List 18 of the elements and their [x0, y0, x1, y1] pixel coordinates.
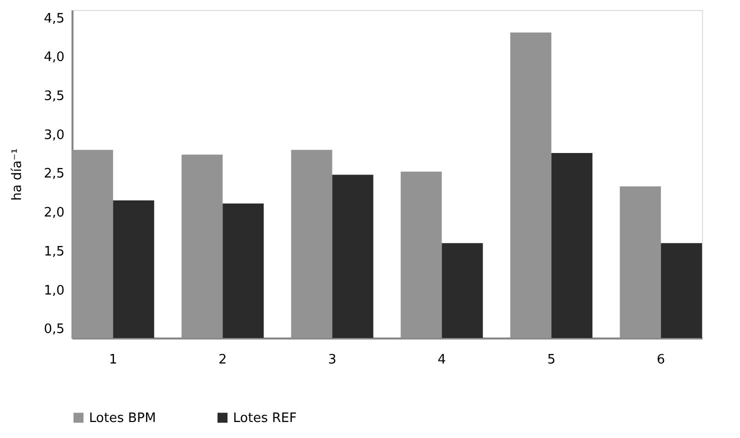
- x-tick-label: 6: [656, 352, 666, 368]
- x-tick-label: 4: [438, 352, 446, 368]
- y-tick-label: 4,0: [44, 50, 64, 66]
- y-tick-label: 2,0: [44, 206, 64, 221]
- y-tick-label: 2,5: [44, 166, 64, 182]
- legend-label: Lotes REF: [233, 410, 297, 426]
- x-tick-label: 1: [108, 352, 118, 368]
- y-tick-label: 1,0: [44, 283, 64, 298]
- y-tick-label: 1,5: [44, 244, 64, 260]
- x-tick-label: 2: [218, 352, 227, 368]
- x-tick-label: 3: [328, 352, 336, 368]
- legend-label: Lotes BPM: [89, 410, 156, 426]
- x-tick-label: 5: [547, 352, 556, 368]
- y-axis-title: ha día⁻¹: [10, 148, 25, 201]
- y-tick-label: 3,0: [44, 128, 64, 143]
- y-tick-label: 0,5: [44, 322, 64, 338]
- y-tick-label: 3,5: [44, 89, 64, 104]
- y-tick-label: 4,5: [44, 11, 64, 26]
